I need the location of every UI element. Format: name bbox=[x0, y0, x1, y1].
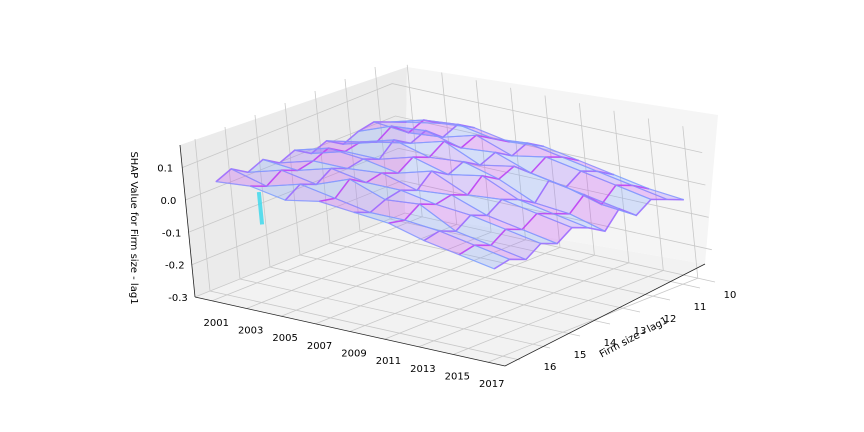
surface-column-line bbox=[343, 140, 620, 210]
y-axis-line bbox=[504, 263, 706, 367]
x-tick-label: 2009 bbox=[341, 349, 366, 360]
x-tick-label: 2003 bbox=[238, 326, 263, 337]
surface-column-line bbox=[262, 158, 542, 245]
surface-column-line bbox=[311, 150, 589, 229]
y-tick-label: 11 bbox=[694, 302, 707, 313]
cyan-spike bbox=[256, 191, 265, 225]
surface-column-line bbox=[373, 121, 652, 200]
y-tick-label: 12 bbox=[664, 314, 677, 325]
surface-column-line bbox=[216, 181, 495, 270]
x-tick-label: 2017 bbox=[479, 379, 504, 390]
tick-labels: 2001 2003 2005 2007 2009 2011 2013 2015 2017 10 11… bbox=[157, 164, 736, 391]
y-tick-label: 16 bbox=[544, 362, 557, 373]
z-axis-label: SHAP Value for Firm size - lag1 bbox=[128, 151, 139, 304]
z-axis-line bbox=[179, 144, 196, 298]
x-axis-line bbox=[194, 296, 506, 367]
surface-column-line bbox=[230, 168, 510, 260]
left-wall-pane bbox=[180, 67, 407, 297]
x-tick-label: 2005 bbox=[272, 333, 297, 344]
z-tick-label: -0.2 bbox=[165, 261, 185, 272]
z-tick-label: -0.1 bbox=[162, 228, 182, 239]
shap-surface bbox=[214, 119, 684, 270]
x-tick-label: 2013 bbox=[410, 364, 435, 375]
surface-column-line bbox=[294, 147, 573, 229]
axis-edges bbox=[179, 144, 706, 367]
grid-line-z bbox=[182, 83, 703, 168]
surface-column-line bbox=[326, 139, 606, 232]
grid-line-z bbox=[194, 212, 716, 298]
x-tick-label: 2007 bbox=[307, 341, 332, 352]
z-tick-label: 0.0 bbox=[160, 196, 176, 207]
y-tick-label: 14 bbox=[604, 338, 617, 349]
surface-column-line bbox=[358, 125, 637, 216]
surface-column-line bbox=[406, 121, 684, 201]
x-tick-label: 2015 bbox=[445, 372, 470, 383]
x-tick-label: 2001 bbox=[203, 318, 228, 329]
y-tick-label: 15 bbox=[574, 350, 587, 361]
z-tick-label: 0.1 bbox=[157, 164, 173, 175]
z-tick-label: -0.3 bbox=[168, 293, 188, 304]
surface-column-line bbox=[390, 119, 668, 201]
x-tick-label: 2011 bbox=[376, 356, 401, 367]
surface-column-line bbox=[247, 169, 527, 261]
y-tick-label: 10 bbox=[724, 290, 737, 301]
surface-column-line bbox=[279, 160, 558, 245]
y-tick-label: 13 bbox=[634, 326, 647, 337]
